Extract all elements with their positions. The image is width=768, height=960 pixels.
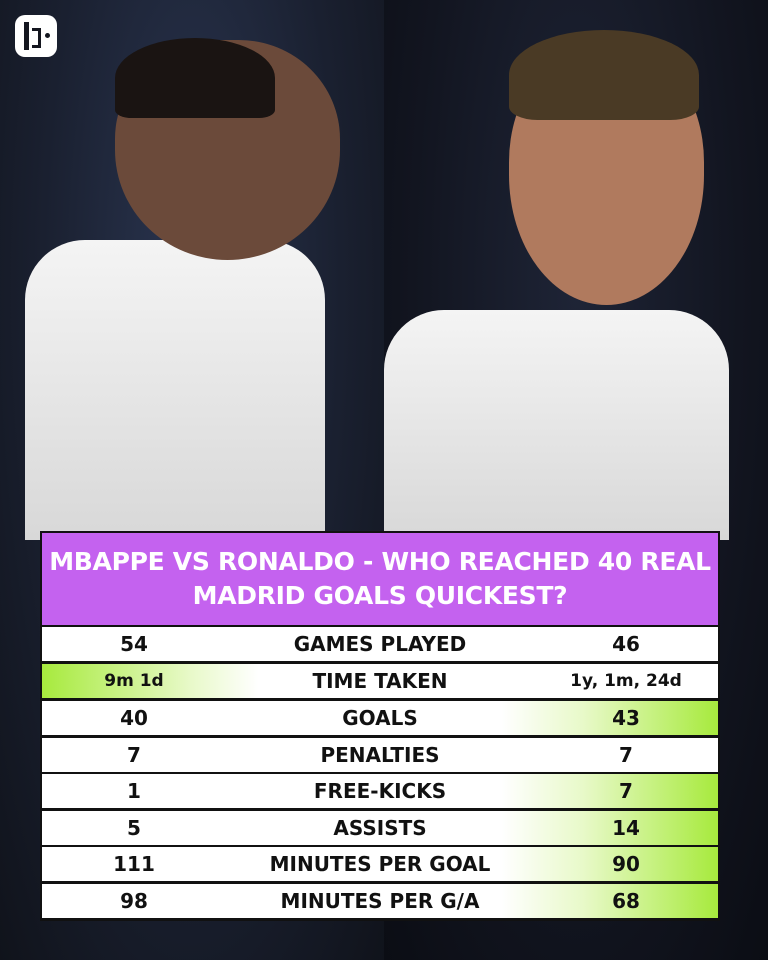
title: MBAPPE VS RONALDO - WHO REACHED 40 REAL … — [42, 533, 718, 625]
mbappe-value: 1 — [127, 779, 141, 803]
table-row: 1 FREE-KICKS 7 — [42, 774, 718, 808]
table-row: 111 MINUTES PER GOAL 90 — [42, 847, 718, 881]
brand-logo — [15, 15, 57, 57]
ronaldo-value: 43 — [612, 706, 640, 730]
stat-label: FREE-KICKS — [313, 779, 447, 803]
table-row: 9m 1d TIME TAKEN 1y, 1m, 24d — [42, 664, 718, 698]
mbappe-value: 40 — [120, 706, 148, 730]
mbappe-value: 7 — [127, 743, 141, 767]
ronaldo-value: 68 — [612, 889, 640, 913]
stat-label: PENALTIES — [320, 743, 440, 767]
ronaldo-value: 46 — [612, 632, 640, 656]
ronaldo-value: 14 — [612, 816, 640, 840]
mbappe-value: 98 — [120, 889, 148, 913]
stat-label: MINUTES PER G/A — [280, 889, 480, 913]
stats-table: MBAPPE VS RONALDO - WHO REACHED 40 REAL … — [40, 531, 720, 921]
table-row: 7 PENALTIES 7 — [42, 738, 718, 772]
table-row: 54 GAMES PLAYED 46 — [42, 627, 718, 661]
stat-label: MINUTES PER GOAL — [269, 852, 491, 876]
stat-label: ASSISTS — [333, 816, 427, 840]
ronaldo-value: 90 — [612, 852, 640, 876]
stat-label: TIME TAKEN — [312, 669, 448, 693]
stat-label: GAMES PLAYED — [293, 632, 467, 656]
ronaldo-value: 7 — [619, 743, 633, 767]
mbappe-value: 5 — [127, 816, 141, 840]
table-row: 98 MINUTES PER G/A 68 — [42, 884, 718, 918]
table-row: 40 GOALS 43 — [42, 701, 718, 735]
ronaldo-value: 1y, 1m, 24d — [570, 671, 682, 691]
table-row: 5 ASSISTS 14 — [42, 811, 718, 845]
stat-label: GOALS — [342, 706, 418, 730]
mbappe-value: 111 — [113, 852, 155, 876]
mbappe-value: 54 — [120, 632, 148, 656]
ronaldo-value: 7 — [619, 779, 633, 803]
mbappe-value: 9m 1d — [104, 671, 164, 691]
